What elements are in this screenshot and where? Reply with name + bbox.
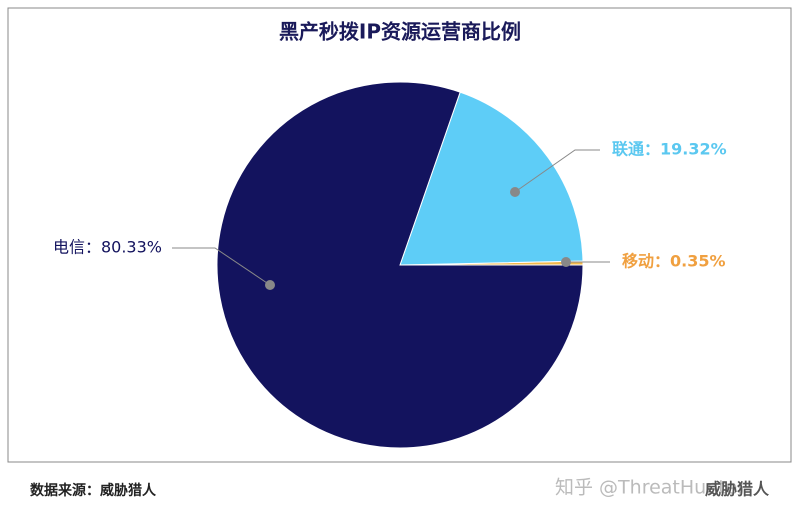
pie-slice xyxy=(399,91,584,266)
leader-dot xyxy=(265,280,275,290)
source-note: 数据来源：威胁猎人 xyxy=(30,482,157,499)
leader-dot xyxy=(561,257,571,267)
chart-title: 黑产秒拨IP资源运营商比例 xyxy=(279,20,521,44)
pie-slice xyxy=(216,81,584,449)
data-label: 联通：19.32% xyxy=(612,140,727,159)
leader-line xyxy=(514,149,600,193)
watermark: 知乎 @ThreatHunter xyxy=(555,477,745,499)
data-label: 电信：80.33% xyxy=(53,238,162,257)
data-label: 移动：0.35% xyxy=(622,252,726,271)
logo: 威胁猎人 xyxy=(705,480,770,499)
leader-line xyxy=(172,247,271,286)
leader-dot xyxy=(510,187,520,197)
